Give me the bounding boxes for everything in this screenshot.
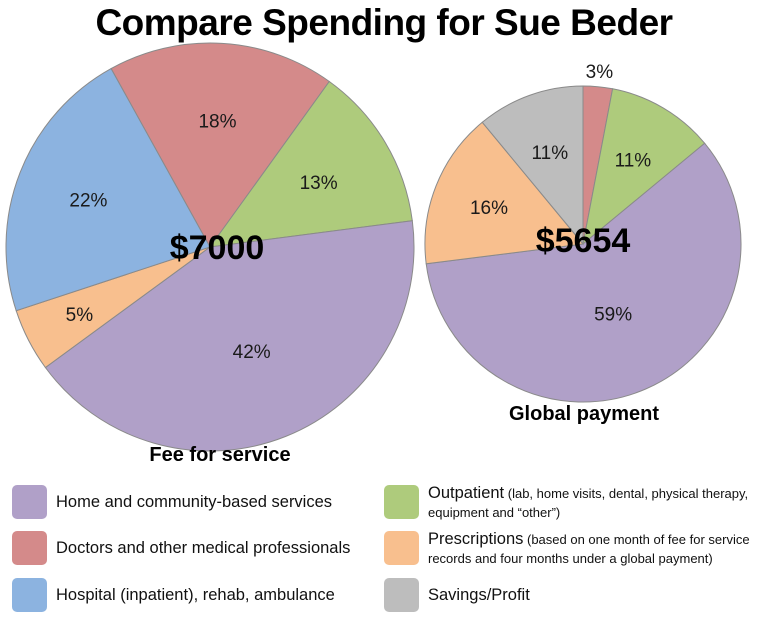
chart-title: Compare Spending for Sue Beder: [95, 2, 673, 43]
slice-percent-label: 22%: [69, 190, 107, 211]
slice-percent-label: 42%: [233, 342, 271, 363]
legend-swatch: [12, 531, 47, 565]
pie-total-fee-for-service: $7000: [170, 229, 265, 267]
pie-caption-global-payment: Global payment: [508, 403, 660, 425]
legend-sublabel: (lab, home visits, dental, physical ther…: [428, 486, 749, 520]
slice-percent-label: 18%: [198, 112, 236, 133]
slice-percent-label: 5%: [66, 305, 94, 326]
pie-caption-fee-for-service: Fee for service: [149, 444, 291, 466]
legend-item-home-community: Home and community-based services: [12, 485, 332, 519]
slice-percent-label: 16%: [470, 198, 508, 219]
legend-swatch: [12, 485, 47, 519]
pie-slice: [44, 220, 415, 452]
legend-item-prescriptions: Prescriptions (based on one month of fee…: [384, 530, 764, 568]
slice-percent-label: 59%: [594, 305, 632, 326]
legend-label: Home and community-based services: [56, 493, 333, 511]
legend-label: Savings/Profit: [428, 586, 530, 604]
legend-sublabel: (based on one month of fee for service r…: [428, 532, 750, 566]
legend-swatch: [384, 578, 419, 612]
legend-label: Prescriptions: [428, 530, 524, 548]
slice-percent-label: 3%: [586, 62, 614, 83]
pie-slice: [424, 121, 584, 265]
legend-swatch: [384, 485, 419, 519]
slice-percent-label: 13%: [300, 173, 338, 194]
pie-slice: [110, 42, 330, 248]
legend-swatch: [384, 531, 419, 565]
pie-slice: [582, 88, 706, 246]
legend-item-savings: Savings/Profit: [384, 578, 530, 612]
legend-label: Doctors and other medical professionals: [56, 539, 351, 557]
pie-global-payment: 3% 11% 59% 16% 11%: [424, 62, 742, 403]
legend-item-hospital: Hospital (inpatient), rehab, ambulance: [12, 578, 335, 612]
pie-slice: [481, 85, 584, 246]
pie-slice: [208, 80, 413, 248]
legend-label: Outpatient: [428, 484, 505, 502]
pie-slice: [5, 67, 211, 312]
legend-item-doctors: Doctors and other medical professionals: [12, 531, 350, 565]
legend-label: Hospital (inpatient), rehab, ambulance: [56, 586, 335, 604]
slice-percent-label: 11%: [615, 151, 652, 172]
slice-percent-label: 11%: [531, 143, 568, 164]
legend-swatch: [12, 578, 47, 612]
pie-fee-for-service: 18% 13% 42% 5% 22%: [5, 42, 415, 452]
pie-total-global-payment: $5654: [536, 222, 631, 260]
legend-item-outpatient: Outpatient (lab, home visits, dental, ph…: [384, 484, 764, 522]
pie-slice: [425, 142, 742, 403]
